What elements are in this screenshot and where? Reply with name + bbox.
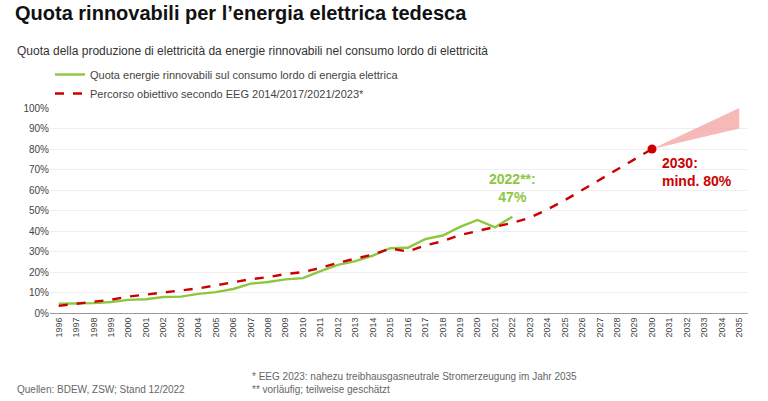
svg-text:50%: 50% (29, 205, 49, 216)
svg-text:10%: 10% (29, 287, 49, 298)
svg-text:2021: 2021 (490, 318, 500, 338)
svg-text:80%: 80% (29, 144, 49, 155)
svg-text:2001: 2001 (141, 318, 151, 338)
svg-text:2017: 2017 (420, 318, 430, 338)
svg-text:2034: 2034 (717, 318, 727, 338)
svg-text:2024: 2024 (542, 318, 552, 338)
svg-text:0%: 0% (35, 308, 50, 319)
svg-text:2015: 2015 (385, 318, 395, 338)
svg-text:2016: 2016 (403, 318, 413, 338)
svg-text:2013: 2013 (350, 318, 360, 338)
svg-text:2011: 2011 (315, 318, 325, 337)
svg-text:2029: 2029 (629, 318, 639, 338)
svg-text:* EEG 2023: nahezu treibhausga: * EEG 2023: nahezu treibhausgasneutrale … (252, 371, 577, 395)
svg-text:2030:mind. 80%: 2030:mind. 80% (662, 155, 732, 189)
svg-text:1996: 1996 (54, 318, 64, 338)
svg-text:60%: 60% (29, 185, 49, 196)
svg-text:Quota energie rinnovabili sul: Quota energie rinnovabili sul consumo lo… (90, 69, 398, 81)
svg-text:1997: 1997 (71, 318, 81, 338)
svg-text:2009: 2009 (280, 318, 290, 338)
svg-text:2018: 2018 (438, 318, 448, 338)
svg-text:Quota rinnovabili per l’energi: Quota rinnovabili per l’energia elettric… (15, 2, 467, 24)
svg-text:2027: 2027 (595, 318, 605, 338)
svg-text:Quota della produzione di elet: Quota della produzione di elettricità da… (17, 44, 488, 58)
svg-text:40%: 40% (29, 226, 49, 237)
svg-text:2028: 2028 (612, 318, 622, 338)
svg-text:2022**:47%: 2022**:47% (489, 171, 536, 205)
svg-text:2033: 2033 (699, 318, 709, 338)
svg-text:2005: 2005 (211, 318, 221, 338)
svg-text:Quellen: BDEW, ZSW; Stand 12/2: Quellen: BDEW, ZSW; Stand 12/2022 (17, 384, 185, 395)
svg-text:1999: 1999 (106, 318, 116, 338)
svg-text:2014: 2014 (368, 318, 378, 338)
svg-text:90%: 90% (29, 123, 49, 134)
svg-text:2031: 2031 (664, 318, 674, 338)
svg-text:2023: 2023 (525, 318, 535, 338)
svg-text:70%: 70% (29, 164, 49, 175)
svg-text:Percorso obiettivo secondo EEG: Percorso obiettivo secondo EEG 2014/2017… (90, 88, 364, 100)
svg-text:2007: 2007 (246, 318, 256, 338)
svg-text:1998: 1998 (89, 318, 99, 338)
svg-text:2012: 2012 (333, 318, 343, 338)
svg-text:2032: 2032 (682, 318, 692, 338)
svg-text:2000: 2000 (123, 318, 133, 338)
svg-text:20%: 20% (29, 267, 49, 278)
svg-text:30%: 30% (29, 246, 49, 257)
svg-text:2026: 2026 (577, 318, 587, 338)
svg-text:2006: 2006 (228, 318, 238, 338)
svg-text:2019: 2019 (455, 318, 465, 338)
svg-text:2035: 2035 (734, 318, 744, 338)
svg-text:2025: 2025 (560, 318, 570, 338)
svg-text:2002: 2002 (158, 318, 168, 338)
svg-text:2022: 2022 (507, 318, 517, 338)
svg-text:2030: 2030 (647, 318, 657, 338)
svg-text:2003: 2003 (176, 318, 186, 338)
svg-text:2020: 2020 (472, 318, 482, 338)
svg-text:2008: 2008 (263, 318, 273, 338)
svg-text:100%: 100% (23, 103, 49, 114)
svg-text:2004: 2004 (193, 318, 203, 338)
svg-text:2010: 2010 (298, 318, 308, 338)
